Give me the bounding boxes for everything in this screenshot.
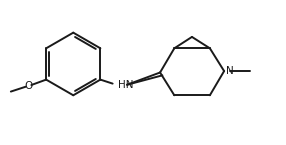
- Text: N: N: [226, 66, 234, 76]
- Text: O: O: [24, 81, 33, 91]
- Text: HN: HN: [118, 80, 134, 90]
